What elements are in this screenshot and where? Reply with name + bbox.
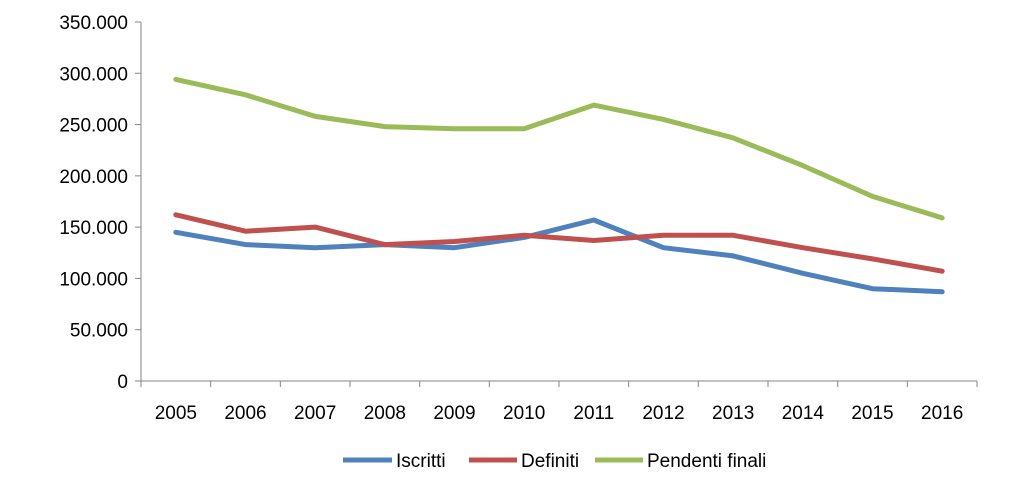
legend-label: Definiti (521, 451, 579, 472)
y-tick-label: 350.000 (59, 13, 128, 34)
series-line-iscritti (173, 217, 945, 295)
series-line-pendenti-finali (173, 76, 945, 221)
series-layer (173, 76, 945, 295)
legend-label: Iscritti (396, 451, 446, 472)
series-line-definiti (173, 212, 945, 274)
x-tick-label: 2005 (155, 403, 197, 424)
legend-label: Pendenti finali (647, 451, 766, 472)
y-tick-label: 100.000 (59, 269, 128, 290)
y-tick-label: 200.000 (59, 167, 128, 188)
y-axis: 0 50.000 100.000 150.000 200.000 250.000 300.0… (59, 13, 142, 393)
x-tick-label: 2010 (503, 403, 545, 424)
x-tick-label: 2007 (294, 403, 336, 424)
y-tick-label: 0 (117, 372, 128, 393)
x-tick-label: 2012 (642, 403, 684, 424)
x-tick-label: 2016 (921, 403, 963, 424)
y-tick-label: 150.000 (59, 218, 128, 239)
x-tick-label: 2008 (364, 403, 406, 424)
x-tick-label: 2013 (712, 403, 754, 424)
x-tick-label: 2006 (224, 403, 266, 424)
x-axis: 2005 2006 2007 2008 2009 2010 2011 2012 2013 2014… (140, 380, 978, 424)
x-tick-label: 2015 (851, 403, 893, 424)
x-tick-label: 2009 (433, 403, 475, 424)
y-tick-label: 250.000 (59, 116, 128, 137)
x-tick-label: 2011 (573, 403, 614, 424)
x-tick-label: 2014 (782, 403, 825, 424)
legend: Iscritti Definiti Pendenti finali (343, 451, 766, 472)
y-tick-label: 50.000 (70, 321, 128, 342)
y-tick-label: 300.000 (59, 64, 128, 85)
